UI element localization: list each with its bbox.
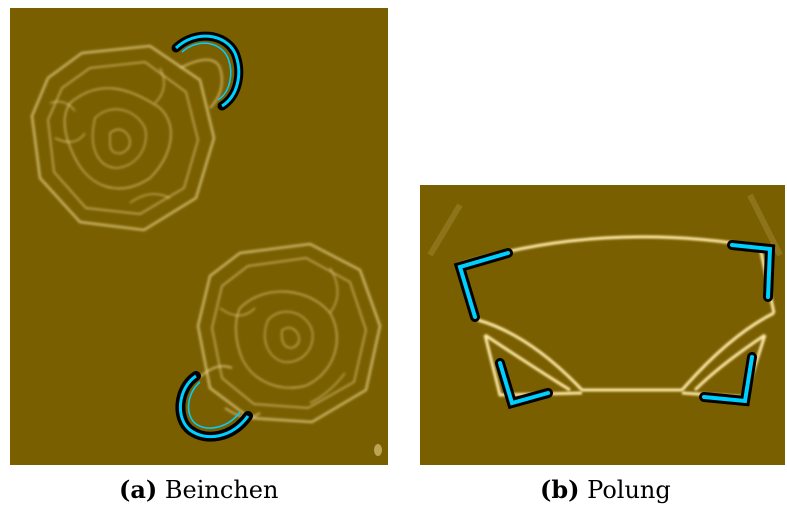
caption-b: (b) Polung bbox=[540, 475, 671, 504]
image-background-b bbox=[420, 185, 785, 465]
subfigure-b-image bbox=[420, 185, 785, 465]
upper-lead-highlight bbox=[171, 31, 244, 111]
lower-lead-highlight bbox=[175, 371, 253, 442]
upper-component-outline bbox=[30, 44, 223, 232]
caption-b-label: Polung bbox=[587, 476, 671, 504]
caption-a-tag: (a) bbox=[119, 475, 158, 504]
lower-component-outline bbox=[195, 242, 382, 424]
caption-a-label: Beinchen bbox=[164, 476, 279, 504]
polarity-corner-highlights bbox=[453, 240, 776, 410]
caption-a: (a) Beinchen bbox=[119, 475, 278, 504]
caption-b-tag: (b) bbox=[540, 475, 580, 504]
image-background-a bbox=[10, 8, 388, 465]
subfigure-a-image bbox=[10, 8, 388, 465]
